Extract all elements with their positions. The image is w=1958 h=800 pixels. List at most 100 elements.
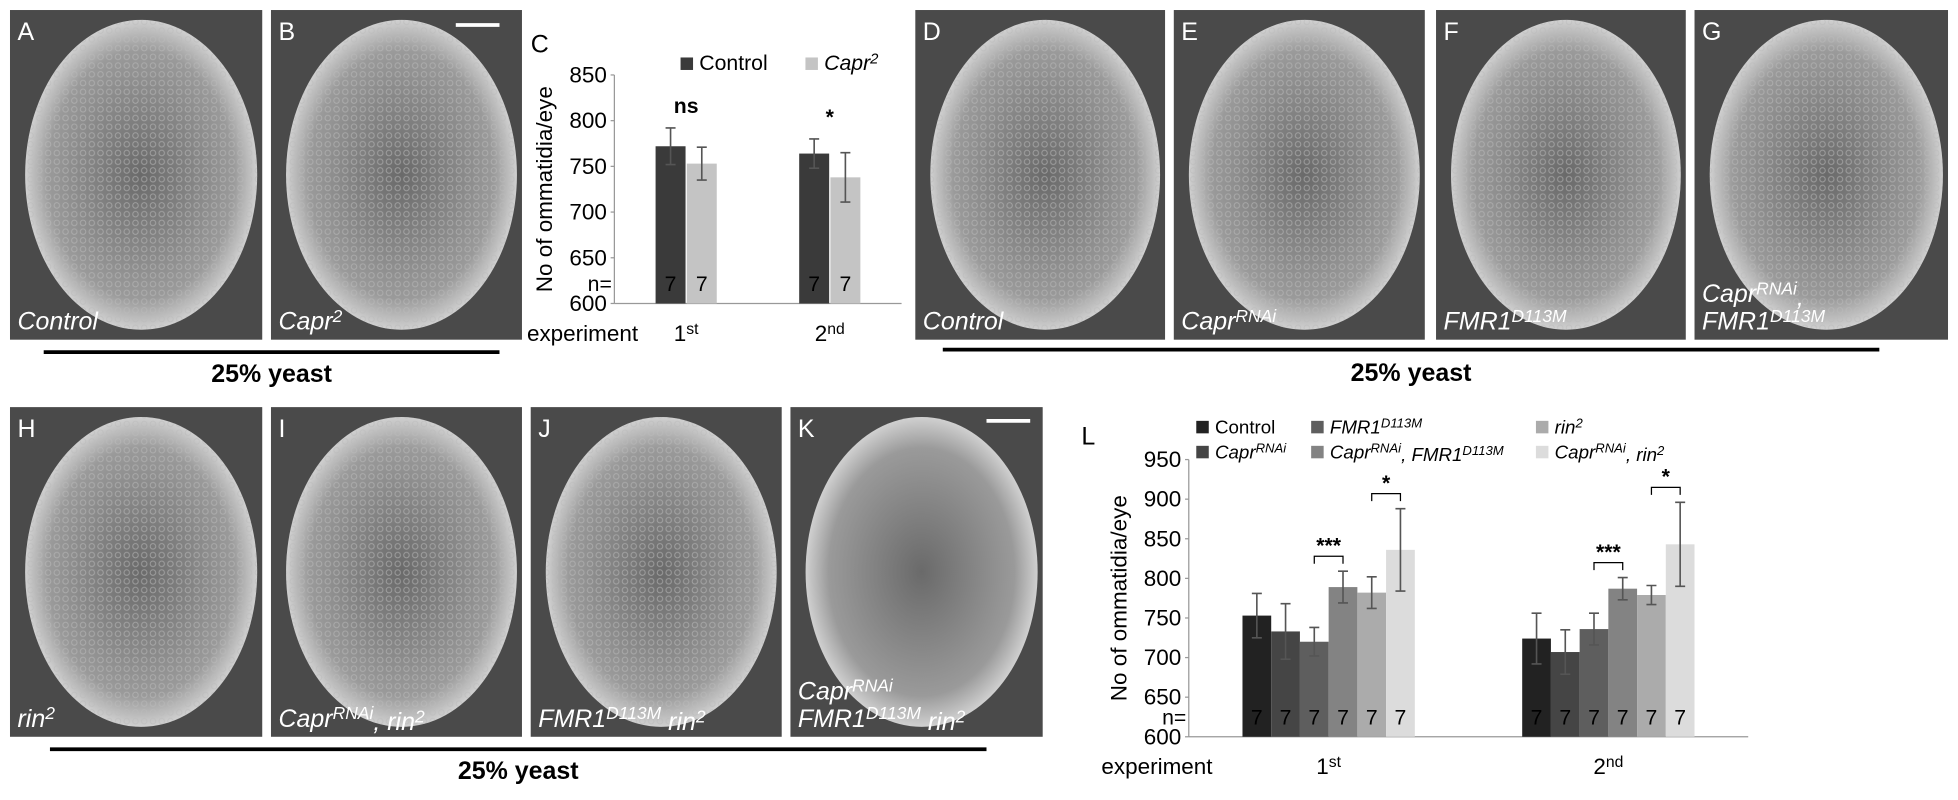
panel-caption: FMR1D113M [1702,306,1825,336]
legend-label: FMR1D113M [1330,415,1422,437]
text-part: Capr [1702,280,1758,308]
text-part: Capr [1215,441,1256,462]
text-part: , [1797,284,1804,312]
n-value: 7 [1674,706,1686,729]
text-part: nd [827,321,844,338]
y-tick-label: 850 [1144,526,1182,551]
text-part: Capr [1555,441,1596,462]
panel-label: A [17,18,34,46]
legend-swatch [680,57,694,70]
legend-swatch [1196,445,1209,459]
text-part: Control [923,308,1005,336]
text-part: rin [921,708,956,736]
text-part: rin [661,708,696,736]
x-tick-label: 2nd [1593,754,1623,779]
error-bar [1560,629,1571,676]
text-part: RNAi [1756,278,1798,298]
error-bar [1309,626,1320,657]
text-part: RNAi [333,703,375,723]
error-bar [1646,584,1657,606]
significance: *** [1316,535,1342,558]
legend-swatch [1311,445,1324,459]
text-part: st [686,321,699,338]
text-part: D113M [1770,306,1825,326]
panel-label: H [17,415,35,443]
ommatidia [25,417,258,727]
text-part: Capr [1330,441,1371,462]
panel-caption: CaprRNAi, rin2 [278,703,425,736]
panel-label: G [1702,18,1721,46]
ommatidia [286,417,517,727]
text-part: st [1329,754,1342,771]
text-part: 2 [695,706,706,726]
bar [686,163,717,304]
text-part: 2 [1574,415,1583,430]
legend-swatch [1311,420,1324,434]
n-value: 7 [808,273,820,296]
n-value: 7 [1588,706,1600,729]
significance-bracket [1593,561,1624,571]
text-part: 2 [955,706,966,726]
bar [1579,629,1609,737]
text-part: RNAi [1595,440,1627,455]
panel-caption: Capr2 [278,306,342,336]
error-bar [1280,602,1291,660]
error-bar [1589,612,1599,646]
significance-bracket [1313,555,1344,564]
n-value: 7 [1646,706,1658,729]
text-part: D113M [1381,415,1422,430]
y-tick-label: 650 [569,245,607,270]
y-tick-label: 700 [569,200,607,225]
text-part: RNAi [852,675,894,695]
eye [805,417,1038,727]
y-tick-label: 950 [1144,447,1182,472]
text-part: Control [17,308,99,336]
y-tick-label: 750 [569,154,607,179]
panel-caption: CaprRNAi [1181,306,1277,336]
n-value: 7 [1531,706,1543,729]
error-bar [1251,592,1262,639]
text-part: FMR1 [538,705,606,733]
legend-swatch [1535,445,1549,459]
y-tick-label: 600 [569,291,607,316]
y-tick-label: 800 [1144,566,1182,591]
significance-bracket [1371,493,1402,502]
n-value: 7 [665,273,677,296]
text-part: 2 [1656,443,1665,458]
text-part: 2 [332,306,343,326]
text-part: rin [1555,416,1576,437]
y-tick-label: 600 [1144,724,1182,749]
condition-label: 25% yeast [458,757,579,785]
bar [655,146,686,304]
text-part: 1 [674,321,687,346]
ommatidia [286,19,517,330]
legend-swatch [1535,420,1549,434]
bar [1328,587,1358,737]
n-value: 7 [1251,706,1263,729]
ommatidia [545,417,777,727]
ommatidia [25,19,258,330]
error-bar [1531,612,1542,665]
n-value: 7 [696,273,708,296]
legend-label: CaprRNAi, FMR1D113M [1330,440,1504,464]
panel-caption: rin2 [17,703,55,733]
significance-bracket [1650,486,1681,495]
x-axis-title: experiment [527,321,639,346]
significance: *** [1596,541,1622,564]
y-tick-label: 700 [1144,645,1182,670]
panel-label: J [538,415,550,443]
condition-label: 25% yeast [1351,359,1472,387]
text-part: 1 [1316,754,1329,779]
x-axis-title: experiment [1101,754,1213,779]
y-axis-title: No of ommatidia/eye [1106,495,1131,701]
panel-caption: FMR1D113M rin2 [798,703,966,736]
error-bar [1366,575,1377,610]
x-tick-label: 2nd [815,321,845,346]
text-part: RNAi [1235,306,1277,326]
x-tick-label: 1st [674,321,699,346]
error-bar [1617,576,1628,601]
panel-caption: Control [923,308,1005,336]
bar [1299,641,1329,737]
significance: ns [674,95,699,118]
